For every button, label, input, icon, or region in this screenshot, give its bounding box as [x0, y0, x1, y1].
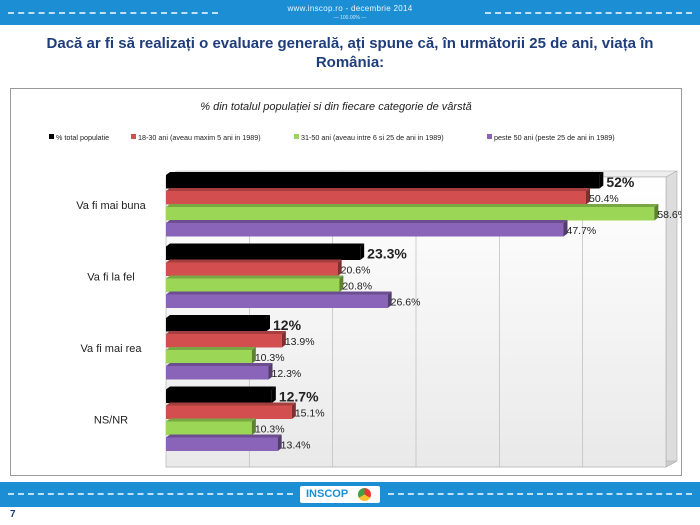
- bar-top-total: [166, 315, 270, 318]
- data-label-age50: 26.6%: [391, 297, 421, 309]
- bar-top-total: [166, 386, 276, 390]
- bar-end-total: [266, 315, 270, 332]
- bar-top-age31: [166, 347, 256, 350]
- bar-end-age50: [563, 220, 568, 237]
- bar-age50: [166, 294, 388, 308]
- bar-chart: % din totalul populației si din fiecare …: [49, 101, 681, 468]
- bar-top-age18: [166, 188, 590, 191]
- top-dash-left: [8, 12, 218, 14]
- bar-top-age50: [166, 220, 568, 223]
- legend: % total populatie 18-30 ani (aveau maxim …: [49, 133, 615, 142]
- bar-total: [166, 246, 361, 260]
- bar-top-age50: [166, 434, 282, 438]
- category-label: NS/NR: [94, 415, 128, 427]
- bar-end-age50: [268, 363, 273, 380]
- bar-end-age31: [251, 347, 256, 364]
- bar-top-age18: [166, 331, 286, 334]
- bar-age31: [166, 278, 340, 292]
- data-label-total: 12.7%: [279, 389, 319, 405]
- bar-total: [166, 175, 600, 189]
- data-label-age50: 47.7%: [567, 225, 597, 237]
- bar-top-age31: [166, 204, 659, 207]
- data-label-age18: 13.9%: [285, 336, 315, 348]
- legend-swatch-age18: [131, 134, 136, 139]
- data-label-age18: 20.6%: [341, 265, 371, 277]
- chart-frame: % din totalul populației si din fiecare …: [10, 88, 682, 476]
- bar-age18: [166, 191, 586, 205]
- bar-end-age50: [387, 291, 392, 308]
- data-label-age18: 50.4%: [589, 193, 619, 205]
- bar-end-age18: [586, 188, 590, 205]
- bar-top-total: [166, 172, 604, 175]
- bar-top-total: [166, 243, 365, 247]
- bar-end-age31: [251, 418, 256, 435]
- inscop-logo: INSCOP: [300, 486, 380, 503]
- bar-age31: [166, 207, 655, 221]
- data-label-age18: 15.1%: [295, 408, 325, 420]
- bar-end-age18: [291, 402, 296, 419]
- bar-end-age31: [654, 204, 659, 221]
- chart-title: % din totalul populației si din fiecare …: [200, 101, 472, 113]
- bar-total: [166, 318, 266, 332]
- bar-age18: [166, 262, 338, 276]
- bar-end-age18: [281, 331, 286, 348]
- top-dash-right: [485, 12, 692, 14]
- bar-top-age31: [166, 275, 344, 279]
- bar-end-age50: [277, 434, 282, 451]
- category-label: Va fi mai rea: [81, 343, 143, 355]
- data-label-age31: 10.3%: [255, 352, 285, 364]
- bar-age50: [166, 223, 564, 237]
- category-labels: Va fi mai buna Va fi la fel Va fi mai rea N…: [76, 200, 146, 427]
- bottom-dash-left: [8, 493, 293, 495]
- bars: 52% 50.4% 58.6% 47.7% 23.3% 20.6% 20.8% 26.6% 12…: [166, 172, 681, 452]
- data-label-age50: 13.4%: [281, 440, 311, 452]
- bar-end-total: [599, 172, 604, 189]
- category-label: Va fi mai buna: [76, 200, 146, 212]
- bar-top-age50: [166, 291, 392, 295]
- bar-age50: [166, 366, 269, 380]
- data-label-age31: 20.8%: [342, 281, 372, 293]
- bar-end-total: [271, 386, 276, 403]
- category-label: Va fi la fel: [87, 272, 135, 284]
- bar-age18: [166, 405, 292, 419]
- bar-top-age18: [166, 402, 296, 406]
- bar-top-age18: [166, 259, 342, 263]
- bottom-dash-right: [388, 493, 692, 495]
- bar-age31: [166, 421, 252, 435]
- bar-age18: [166, 334, 282, 348]
- logo-text: INSCOP: [306, 488, 349, 500]
- bottom-banner: INSCOP: [0, 482, 700, 507]
- legend-label-total: % total populatie: [56, 133, 109, 142]
- site-date-text: www.inscop.ro - decembrie 2014: [287, 4, 413, 13]
- data-label-total: 23.3%: [367, 246, 407, 262]
- legend-label-age50: peste 50 ani (peste 25 de ani in 1989): [494, 133, 615, 142]
- legend-swatch-total: [49, 134, 54, 139]
- bar-end-age31: [339, 275, 344, 292]
- top-banner: www.inscop.ro - decembrie 2014 — 100.00%…: [0, 0, 700, 25]
- slide-title: Dacă ar fi să realizați o evaluare gener…: [46, 35, 654, 71]
- legend-label-age31: 31-50 ani (aveau intre 6 si 25 de ani in…: [301, 133, 444, 142]
- bar-end-age18: [337, 259, 342, 276]
- bar-age50: [166, 437, 278, 451]
- data-label-age50: 12.3%: [272, 368, 302, 380]
- bar-top-age50: [166, 363, 273, 366]
- bar-top-age31: [166, 418, 256, 422]
- data-label-total: 52%: [606, 174, 635, 190]
- data-label-age31: 10.3%: [255, 424, 285, 436]
- bar-end-total: [360, 243, 365, 260]
- data-label-total: 12%: [273, 317, 302, 333]
- bar-age31: [166, 350, 252, 364]
- logo-circle-icon: [358, 488, 371, 501]
- legend-swatch-age50: [487, 134, 492, 139]
- data-label-age31: 58.6%: [657, 209, 681, 221]
- page-number: 7: [10, 509, 16, 520]
- header-subtext: — 100.00% —: [333, 15, 367, 21]
- bar-total: [166, 389, 272, 403]
- legend-swatch-age31: [294, 134, 299, 139]
- legend-label-age18: 18-30 ani (aveau maxim 5 ani in 1989): [138, 133, 261, 142]
